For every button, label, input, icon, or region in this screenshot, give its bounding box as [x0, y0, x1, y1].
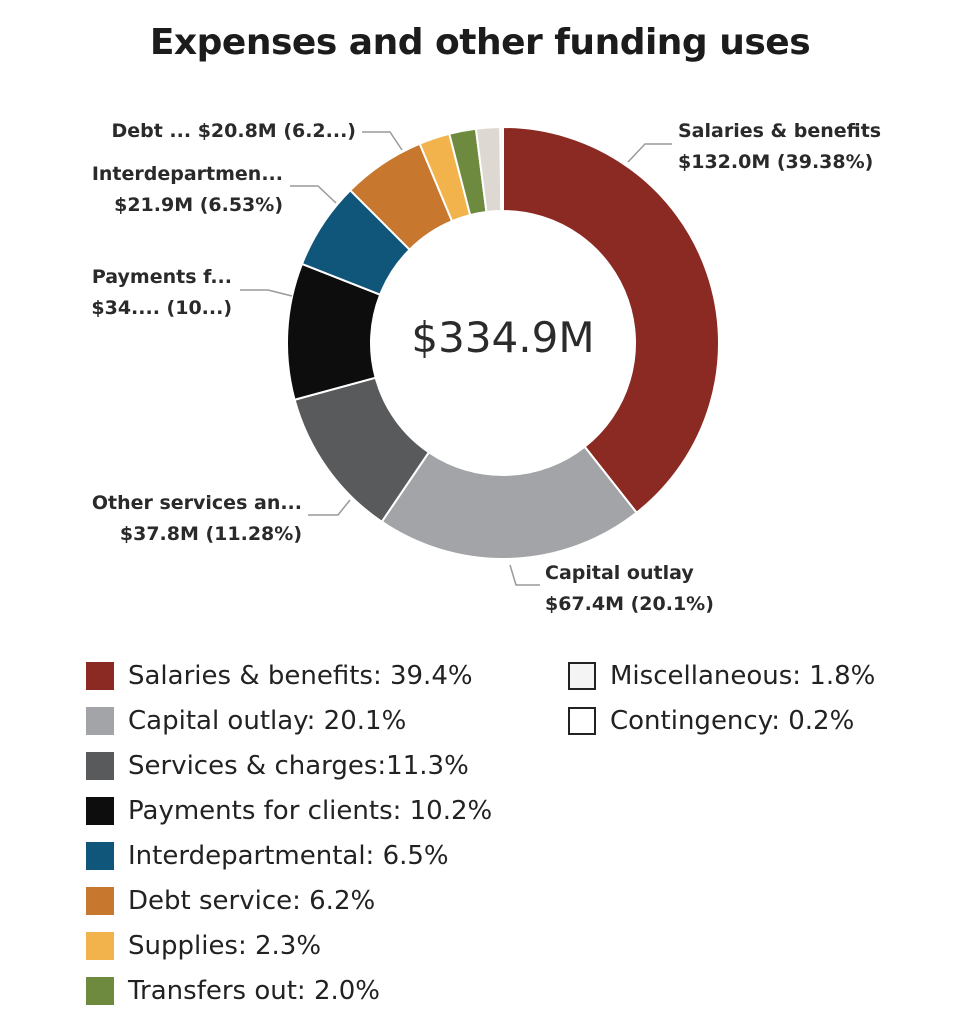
legend-item: Payments for clients: 10.2%: [86, 793, 492, 829]
callout-label: Other services an...: [92, 492, 302, 514]
legend-swatch: [568, 662, 596, 690]
legend-swatch: [86, 932, 114, 960]
legend-swatch: [86, 752, 114, 780]
callout-label: $34.... (10...): [91, 297, 232, 319]
legend-label: Transfers out: 2.0%: [128, 976, 381, 1006]
legend-label: Debt service: 6.2%: [128, 886, 376, 916]
legend-swatch: [86, 707, 114, 735]
callout-label: Salaries & benefits: [678, 120, 881, 142]
legend-swatch: [86, 662, 114, 690]
callout-leader-line: [509, 564, 540, 586]
legend-item: Contingency: 0.2%: [568, 703, 854, 739]
legend-item: Salaries & benefits: 39.4%: [86, 658, 473, 694]
legend-swatch: [86, 977, 114, 1005]
legend-swatch: [86, 842, 114, 870]
legend-label: Supplies: 2.3%: [128, 931, 322, 961]
legend-label: Services & charges:11.3%: [128, 751, 469, 781]
callout-label: Interdepartmen...: [92, 163, 283, 185]
legend-label: Salaries & benefits: 39.4%: [128, 661, 473, 691]
callout-leader-line: [308, 499, 351, 516]
legend-item: Services & charges:11.3%: [86, 748, 469, 784]
callout-labels: Salaries & benefits $132.0M (39.38%) Capit…: [91, 120, 881, 615]
legend-item: Miscellaneous: 1.8%: [568, 658, 875, 694]
legend-item: Supplies: 2.3%: [86, 928, 321, 964]
callout-label: $37.8M (11.28%): [120, 523, 302, 545]
legend-label: Capital outlay: 20.1%: [128, 706, 407, 736]
callout-leader-line: [362, 131, 403, 151]
slice-capital-outlay: [380, 445, 639, 560]
slice-salaries-benefits: [502, 125, 720, 515]
callout-leaders: [240, 131, 672, 586]
callout-label: Debt ... $20.8M (6.2...): [111, 120, 356, 142]
callout-label: Capital outlay: [545, 562, 694, 584]
legend-item: Capital outlay: 20.1%: [86, 703, 406, 739]
callout-label: Payments f...: [92, 266, 232, 288]
legend-item: Debt service: 6.2%: [86, 883, 375, 919]
callout-label: $21.9M (6.53%): [114, 194, 283, 216]
legend-swatch: [568, 707, 596, 735]
legend-label: Miscellaneous: 1.8%: [610, 661, 876, 691]
legend-swatch: [86, 797, 114, 825]
callout-leader-line: [240, 289, 293, 297]
chart-title: Expenses and other funding uses: [149, 22, 811, 63]
legend-item: Interdepartmental: 6.5%: [86, 838, 449, 874]
callout-label: $132.0M (39.38%): [678, 151, 873, 173]
legend-item: Transfers out: 2.0%: [86, 973, 380, 1009]
legend-label: Contingency: 0.2%: [610, 706, 855, 736]
callout-leader-line: [290, 185, 337, 204]
legend-swatch: [86, 887, 114, 915]
slice-contingency: [499, 125, 504, 213]
center-total-label: $334.9M: [411, 313, 594, 362]
callout-label: $67.4M (20.1%): [545, 593, 714, 615]
legend-label: Payments for clients: 10.2%: [128, 796, 493, 826]
callout-leader-line: [627, 143, 672, 163]
legend-label: Interdepartmental: 6.5%: [128, 841, 449, 871]
donut-slices: [286, 125, 720, 560]
